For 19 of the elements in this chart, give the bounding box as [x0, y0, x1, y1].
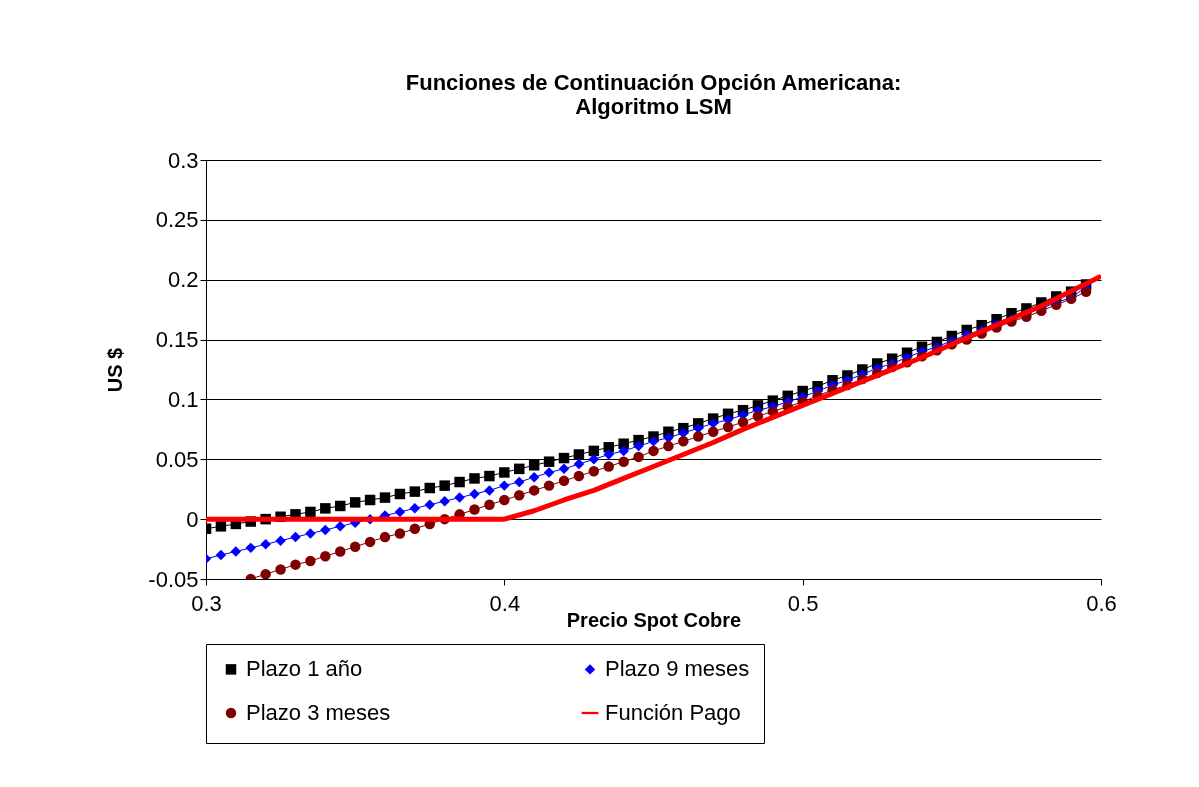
y-tick-label: 0: [186, 506, 199, 532]
y-tick-label: 0.1: [167, 386, 199, 412]
legend-label: Función Pago: [605, 700, 741, 725]
y-tick-label: 0.15: [155, 327, 199, 353]
x-tick-label: 0.5: [787, 590, 819, 616]
y-tick-label: 0.2: [167, 267, 199, 293]
legend-label: Plazo 9 meses: [605, 656, 750, 682]
y-axis-title: US $: [104, 347, 127, 393]
y-tick-label: -0.05: [148, 566, 199, 592]
legend-label: Plazo 3 meses: [246, 700, 391, 725]
chart-title: Funciones de Continuación Opción Americana: Algoritmo LSM: [405, 70, 902, 119]
x-tick-label: 0.6: [1086, 590, 1117, 616]
y-tick-label: 0.3: [167, 147, 199, 173]
x-axis-title: Precio Spot Cobre: [566, 608, 742, 631]
legend-label: Plazo 1 año: [246, 656, 363, 682]
y-tick-label: 0.25: [155, 207, 199, 233]
x-tick-label: 0.3: [191, 590, 222, 616]
y-tick-label: 0.05: [155, 446, 199, 472]
x-tick-label: 0.4: [489, 590, 521, 616]
